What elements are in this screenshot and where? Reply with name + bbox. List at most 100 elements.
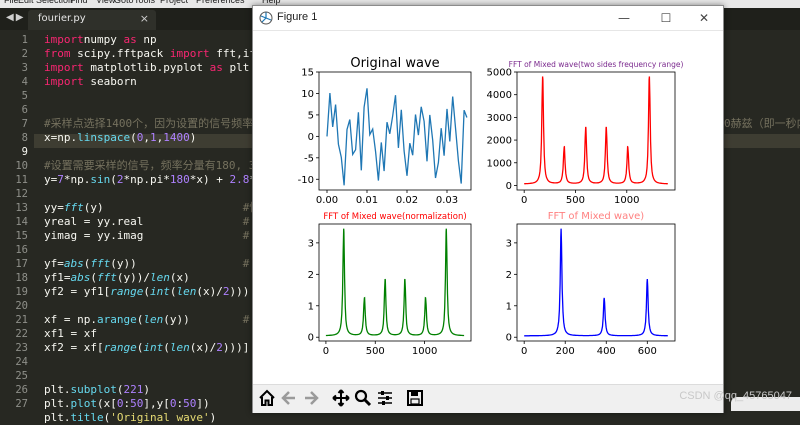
- menu-item-help[interactable]: Help: [262, 0, 281, 5]
- minimize-button[interactable]: —: [618, 11, 630, 25]
- y-tick-label: 2: [308, 270, 314, 281]
- menu-item-tools[interactable]: Tools: [134, 0, 156, 5]
- code-token: xf = np.: [44, 313, 97, 326]
- code-token: ))): [229, 285, 250, 298]
- code-token: *x) +: [189, 173, 230, 186]
- code-token: (: [90, 271, 97, 284]
- code-token: ]): [196, 397, 210, 410]
- code-line: plt.title('Original wave'): [44, 411, 216, 425]
- line-number: 26: [15, 384, 28, 396]
- subplots-config-icon[interactable]: [375, 388, 395, 408]
- code-line: plt.subplot(221): [44, 383, 150, 397]
- forward-arrow-icon[interactable]: [301, 388, 321, 408]
- code-token: 2: [116, 173, 124, 186]
- code-token: ],y[: [143, 397, 170, 410]
- maximize-button[interactable]: ☐: [660, 11, 672, 25]
- line-number: 10: [15, 160, 28, 172]
- data-series-line: [325, 228, 465, 337]
- code-token: arange: [96, 313, 137, 326]
- line-number: 12: [15, 188, 28, 200]
- y-tick-label: -10: [298, 175, 314, 186]
- x-tick-label: 600: [638, 346, 657, 357]
- back-arrow-icon[interactable]: [279, 388, 299, 408]
- menu-item-edit[interactable]: Edit: [18, 0, 34, 5]
- code-token: y=: [44, 173, 58, 186]
- code-line: xf1 = xf: [44, 327, 97, 341]
- code-token: plt.: [44, 397, 71, 410]
- code-token: abs: [70, 271, 91, 284]
- x-tick-label: 500: [366, 346, 385, 357]
- home-icon[interactable]: [257, 388, 277, 408]
- code-token: plt: [222, 61, 250, 74]
- menu-item-selection[interactable]: Selection: [36, 0, 74, 5]
- line-number: 24: [15, 356, 28, 368]
- line-number: 15: [15, 230, 28, 242]
- code-line: importnumpy as np: [44, 33, 157, 47]
- code-token: )))]: [222, 341, 250, 354]
- pan-icon[interactable]: [331, 388, 351, 408]
- code-token: yf=: [44, 257, 64, 270]
- code-token: abs: [63, 257, 84, 270]
- code-token: len: [143, 313, 164, 326]
- line-number: 16: [15, 244, 28, 256]
- line-number: 19: [15, 286, 28, 298]
- figure-titlebar[interactable]: Figure 1 — ☐ ✕: [253, 6, 723, 31]
- menu-item-project[interactable]: Project: [160, 0, 189, 5]
- code-token: 1: [149, 131, 157, 144]
- line-number-gutter: 1 2 3 4 5 6 7 8 9 10 11 12 13 14 15 16 17 18 19 20 21 22 23 24 2…: [0, 30, 34, 411]
- code-token: plot: [70, 397, 98, 410]
- menu-item-find[interactable]: Find: [70, 0, 88, 5]
- code-token: len: [150, 271, 170, 284]
- axes-frame: [516, 223, 676, 342]
- menu-item-preferences[interactable]: Preferences: [196, 0, 245, 5]
- code-token: 0: [169, 397, 177, 410]
- y-tick-label: 2: [506, 270, 512, 281]
- y-tick-label: 5000: [487, 68, 512, 79]
- code-line: import seaborn: [44, 75, 137, 89]
- close-button[interactable]: ✕: [698, 11, 710, 25]
- line-number: 3: [21, 62, 28, 74]
- zoom-icon[interactable]: [353, 388, 373, 408]
- matplotlib-toolbar: [253, 384, 723, 413]
- y-tick-label: 0: [308, 333, 314, 344]
- code-token: plt.: [44, 383, 71, 396]
- code-token: subplot: [70, 383, 117, 396]
- code-token: 221: [123, 383, 144, 396]
- code-token: 2.8: [229, 173, 250, 186]
- tab-close-icon[interactable]: ×: [139, 12, 149, 25]
- menu-item-view[interactable]: View: [96, 0, 116, 5]
- save-icon[interactable]: [405, 388, 425, 408]
- code-token: np: [136, 33, 157, 46]
- code-token: len: [169, 341, 190, 354]
- code-token: 0: [136, 131, 144, 144]
- line-number: 27: [15, 398, 28, 410]
- code-line: yreal = yy.real # 获取: [44, 215, 278, 229]
- y-tick-label: 10: [301, 89, 314, 100]
- chart-title: FFT of Mixed wave(two sides frequency ra…: [509, 60, 684, 69]
- tab-fourier-py[interactable]: fourier.py ×: [28, 10, 156, 30]
- code-token: yreal = yy.real: [44, 215, 144, 228]
- line-number: 23: [15, 342, 28, 354]
- tab-nav-arrows-icon[interactable]: ◀▶: [6, 12, 26, 23]
- x-tick-label: 0: [521, 346, 527, 357]
- code-token: xf1 = xf: [44, 327, 97, 340]
- code-token: #设置需要采样的信号，频率分量有180, 3: [44, 159, 256, 172]
- y-tick-label: 0: [506, 181, 512, 192]
- code-line: #采样点选择1400个，因为设置的信号频率: [44, 117, 253, 131]
- menu-item-goto[interactable]: Goto: [114, 0, 134, 5]
- code-token: *np.: [63, 173, 91, 186]
- axes-frame: [318, 223, 472, 342]
- code-token: title: [70, 411, 104, 424]
- code-token: from: [44, 47, 71, 60]
- code-token: 0: [116, 397, 124, 410]
- line-number: 1: [21, 34, 28, 46]
- menu-item-file[interactable]: File: [4, 0, 19, 5]
- line-number: 4: [21, 76, 28, 88]
- code-token: 50: [130, 397, 144, 410]
- subplot-4: 0 200 400 600 0 1 2 3 FFT of Mixed wave): [506, 211, 676, 357]
- line-number: 25: [15, 370, 28, 382]
- subplot-3: 0 500 1000 0 1 2 3 FFT of Mixed wave(normalizat…: [308, 212, 472, 357]
- y-tick-label: 3000: [487, 113, 512, 124]
- code-token: int: [149, 285, 170, 298]
